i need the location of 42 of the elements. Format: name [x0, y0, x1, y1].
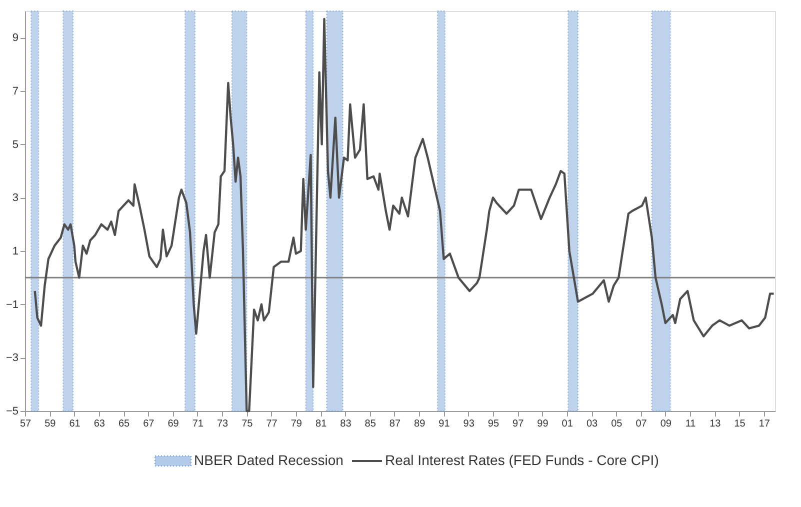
x-tick-label: 13	[710, 418, 722, 430]
x-tick-label: 93	[463, 418, 475, 430]
x-tick-label: 59	[44, 418, 56, 430]
x-tick-label: 79	[290, 418, 302, 430]
y-tick-label: 1	[12, 246, 18, 258]
x-tick-label: 75	[242, 418, 254, 430]
x-tick-label: 05	[611, 418, 623, 430]
legend-label: NBER Dated Recession	[194, 452, 344, 468]
x-tick-label: 69	[168, 418, 180, 430]
legend-label: Real Interest Rates (FED Funds - Core CPI)	[385, 452, 659, 468]
y-tick-label: −1	[6, 298, 18, 311]
x-tick-label: 07	[636, 418, 648, 430]
y-tick-label: −5	[6, 406, 18, 418]
x-tick-label: 91	[438, 418, 450, 430]
x-tick-label: 77	[266, 418, 278, 430]
x-tick-label: 89	[414, 418, 426, 430]
y-tick-label: 5	[12, 138, 18, 151]
x-tick-label: 87	[389, 418, 401, 430]
x-tick-label: 67	[143, 418, 155, 430]
x-tick-label: 85	[364, 418, 376, 430]
y-tick-label: 7	[12, 86, 18, 98]
x-tick-label: 17	[758, 418, 770, 430]
y-tick-label: −3	[6, 352, 18, 364]
x-tick-label: 61	[69, 418, 81, 430]
x-tick-label: 83	[340, 418, 352, 430]
x-tick-label: 03	[586, 418, 598, 430]
x-tick-label: 99	[537, 418, 549, 430]
x-tick-label: 71	[192, 418, 204, 430]
x-tick-label: 95	[488, 418, 500, 430]
line-series	[34, 18, 775, 412]
x-tick-label: 81	[316, 418, 328, 430]
y-tick-label: 3	[12, 192, 18, 204]
x-tick-label: 57	[20, 418, 32, 430]
y-tick-label: 9	[12, 32, 18, 44]
x-tick-label: 73	[216, 418, 229, 430]
x-tick-label: 97	[512, 418, 524, 430]
x-tick-label: 01	[562, 418, 574, 430]
x-tick-label: 09	[660, 418, 672, 430]
x-tick-label: 65	[118, 418, 130, 430]
x-tick-label: 11	[685, 418, 696, 430]
x-tick-label: 15	[734, 418, 746, 430]
x-tick-label: 63	[94, 418, 106, 430]
